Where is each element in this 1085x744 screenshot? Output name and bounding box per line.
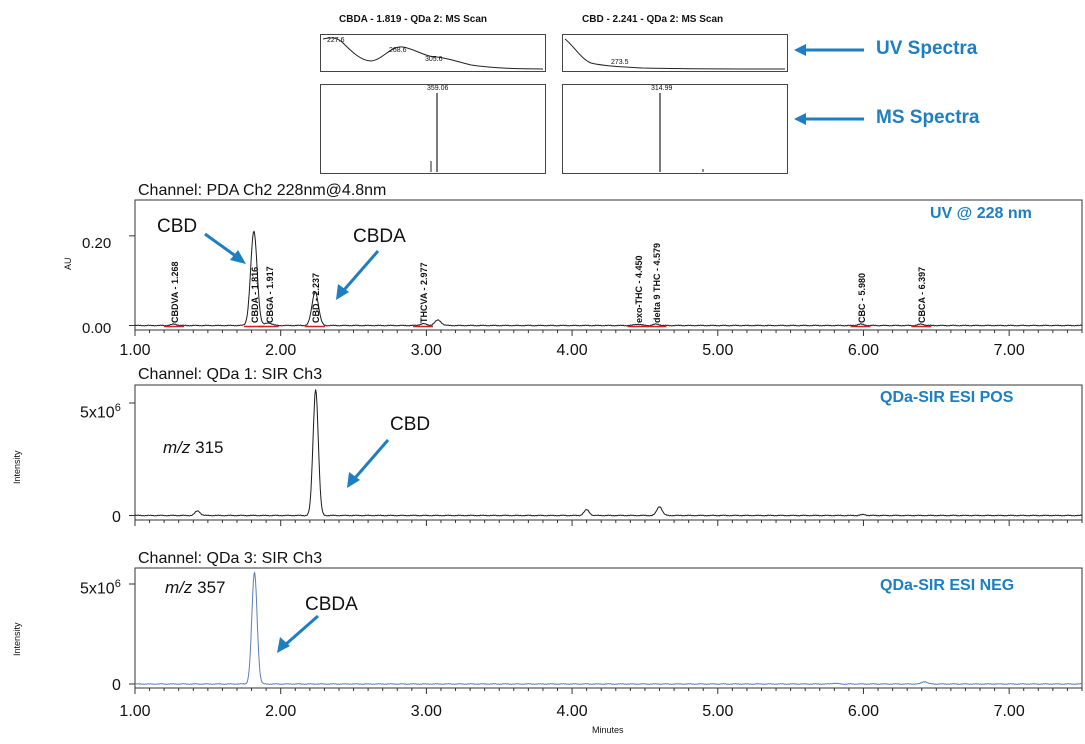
cbd-ms-spectrum: 314.99: [562, 84, 788, 174]
x-tick-label: 7.00: [993, 342, 1025, 359]
uv-annotation-cbd: CBD: [157, 216, 198, 237]
x-tick-label: 6.00: [847, 703, 880, 720]
x-tick-label: 2.00: [265, 342, 297, 359]
cbd-ms-peak: 314.99: [651, 85, 673, 92]
cbda-ms-spectrum: 359.06: [320, 84, 546, 174]
x-axis-label: Minutes: [592, 725, 624, 735]
series-line: [134, 389, 1083, 517]
x-tick-label: 2.00: [265, 703, 297, 720]
neg-ytick-zero: 0: [112, 677, 121, 694]
cbda-uv-spectrum: 227.6 268.6 305.6: [320, 34, 546, 72]
cbd-uv-peak-1: 273.5: [611, 59, 629, 66]
uv-channel-title: Channel: PDA Ch2 228nm@4.8nm: [138, 182, 387, 199]
pos-mz-value: 315: [195, 438, 224, 457]
x-tick-label: 4.00: [556, 342, 588, 359]
cbda-uv-peak-2: 268.6: [389, 47, 407, 54]
pos-ytick-top: 5x106: [80, 402, 121, 422]
neg-channel-title: Channel: QDa 3: SIR Ch3: [138, 550, 323, 567]
plot-frame: [134, 384, 1083, 521]
cbd-uv-curve: [564, 38, 786, 70]
x-tick-label: 7.00: [993, 703, 1025, 720]
uv-ytick-020: 0.20: [82, 235, 112, 252]
x-tick-label: 5.00: [702, 703, 734, 720]
neg-mz-label: m/z 357: [165, 578, 226, 597]
cbda-uv-curve: [322, 37, 544, 70]
ms-spectra-callout: MS Spectra: [876, 107, 980, 128]
x-tick-label: 1.00: [119, 703, 151, 720]
pos-badge: QDa-SIR ESI POS: [880, 389, 1014, 406]
callout-arrows: [794, 44, 864, 125]
x-tick-label: 3.00: [410, 703, 442, 720]
neg-annotation-cbda: CBDA: [305, 594, 358, 615]
x-tick-label: 4.00: [556, 703, 588, 720]
x-tick-label: 1.00: [119, 342, 151, 359]
cbd-uv-spectrum: 273.5: [562, 34, 788, 72]
neg-chromatogram: [129, 567, 1083, 694]
uv-chromatogram: [129, 199, 1083, 336]
cbda-spectrum-title: CBDA - 1.819 - QDa 2: MS Scan: [339, 14, 488, 25]
plot-frame: [134, 567, 1083, 689]
neg-mz-value: 357: [197, 578, 226, 597]
uv-spectra-callout: UV Spectra: [876, 38, 978, 59]
series-line: [134, 571, 1083, 686]
cbda-ms-peak: 359.06: [427, 85, 449, 92]
cbd-spectrum-title: CBD - 2.241 - QDa 2: MS Scan: [582, 14, 724, 25]
cbda-ms-bars: [430, 93, 438, 172]
pos-ytick-zero: 0: [112, 509, 121, 526]
pos-chromatogram: [129, 384, 1083, 526]
uv-annotation-cbda: CBDA: [353, 226, 406, 247]
uv-badge: UV @ 228 nm: [930, 205, 1032, 222]
cbda-uv-peak-1: 227.6: [327, 37, 345, 44]
pos-channel-title: Channel: QDa 1: SIR Ch3: [138, 366, 323, 383]
x-tick-label: 5.00: [702, 342, 734, 359]
neg-ytick-top: 5x106: [80, 578, 121, 598]
series-line: [134, 230, 1083, 327]
pos-mz-label: m/z 315: [163, 438, 224, 457]
cbda-uv-peak-3: 305.6: [425, 56, 443, 63]
uv-ytick-000: 0.00: [82, 320, 112, 337]
cbd-ms-bars: [659, 93, 704, 172]
neg-badge: QDa-SIR ESI NEG: [880, 577, 1015, 594]
x-tick-label: 3.00: [410, 342, 442, 359]
plot-frame: [134, 199, 1083, 331]
pos-annotation-cbd: CBD: [390, 414, 431, 435]
x-tick-label: 6.00: [847, 342, 880, 359]
